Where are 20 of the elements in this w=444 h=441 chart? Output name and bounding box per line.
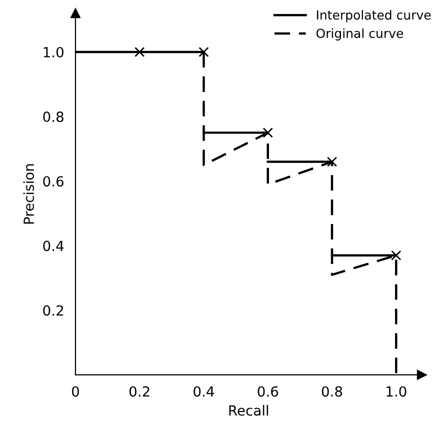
x-tick-label: 0.6 [258,386,278,397]
legend-label: Interpolated curve [316,10,431,22]
point [326,156,338,167]
y-tick-label: 0.6 [43,176,64,187]
y-tick-label: 1.0 [44,46,64,58]
x-axis-title: Recall [229,404,268,416]
point [262,128,273,138]
y-tick-label: 0.4 [43,240,64,252]
y-tick-label: 0.8 [43,112,64,122]
point [391,250,402,260]
y-axis-title: Precision [23,164,34,224]
point [198,46,209,58]
legend-label: Original curve [316,28,403,40]
x-tick-label: 1.0 [386,386,406,397]
x-tick-label: 0.4 [194,386,214,397]
x-tick-label: 0 [72,386,79,397]
x-tick-label: 0.8 [322,386,342,397]
y-tick-label: 0.2 [43,305,63,316]
x-tick-label: 0.2 [129,386,150,397]
point [134,46,145,58]
